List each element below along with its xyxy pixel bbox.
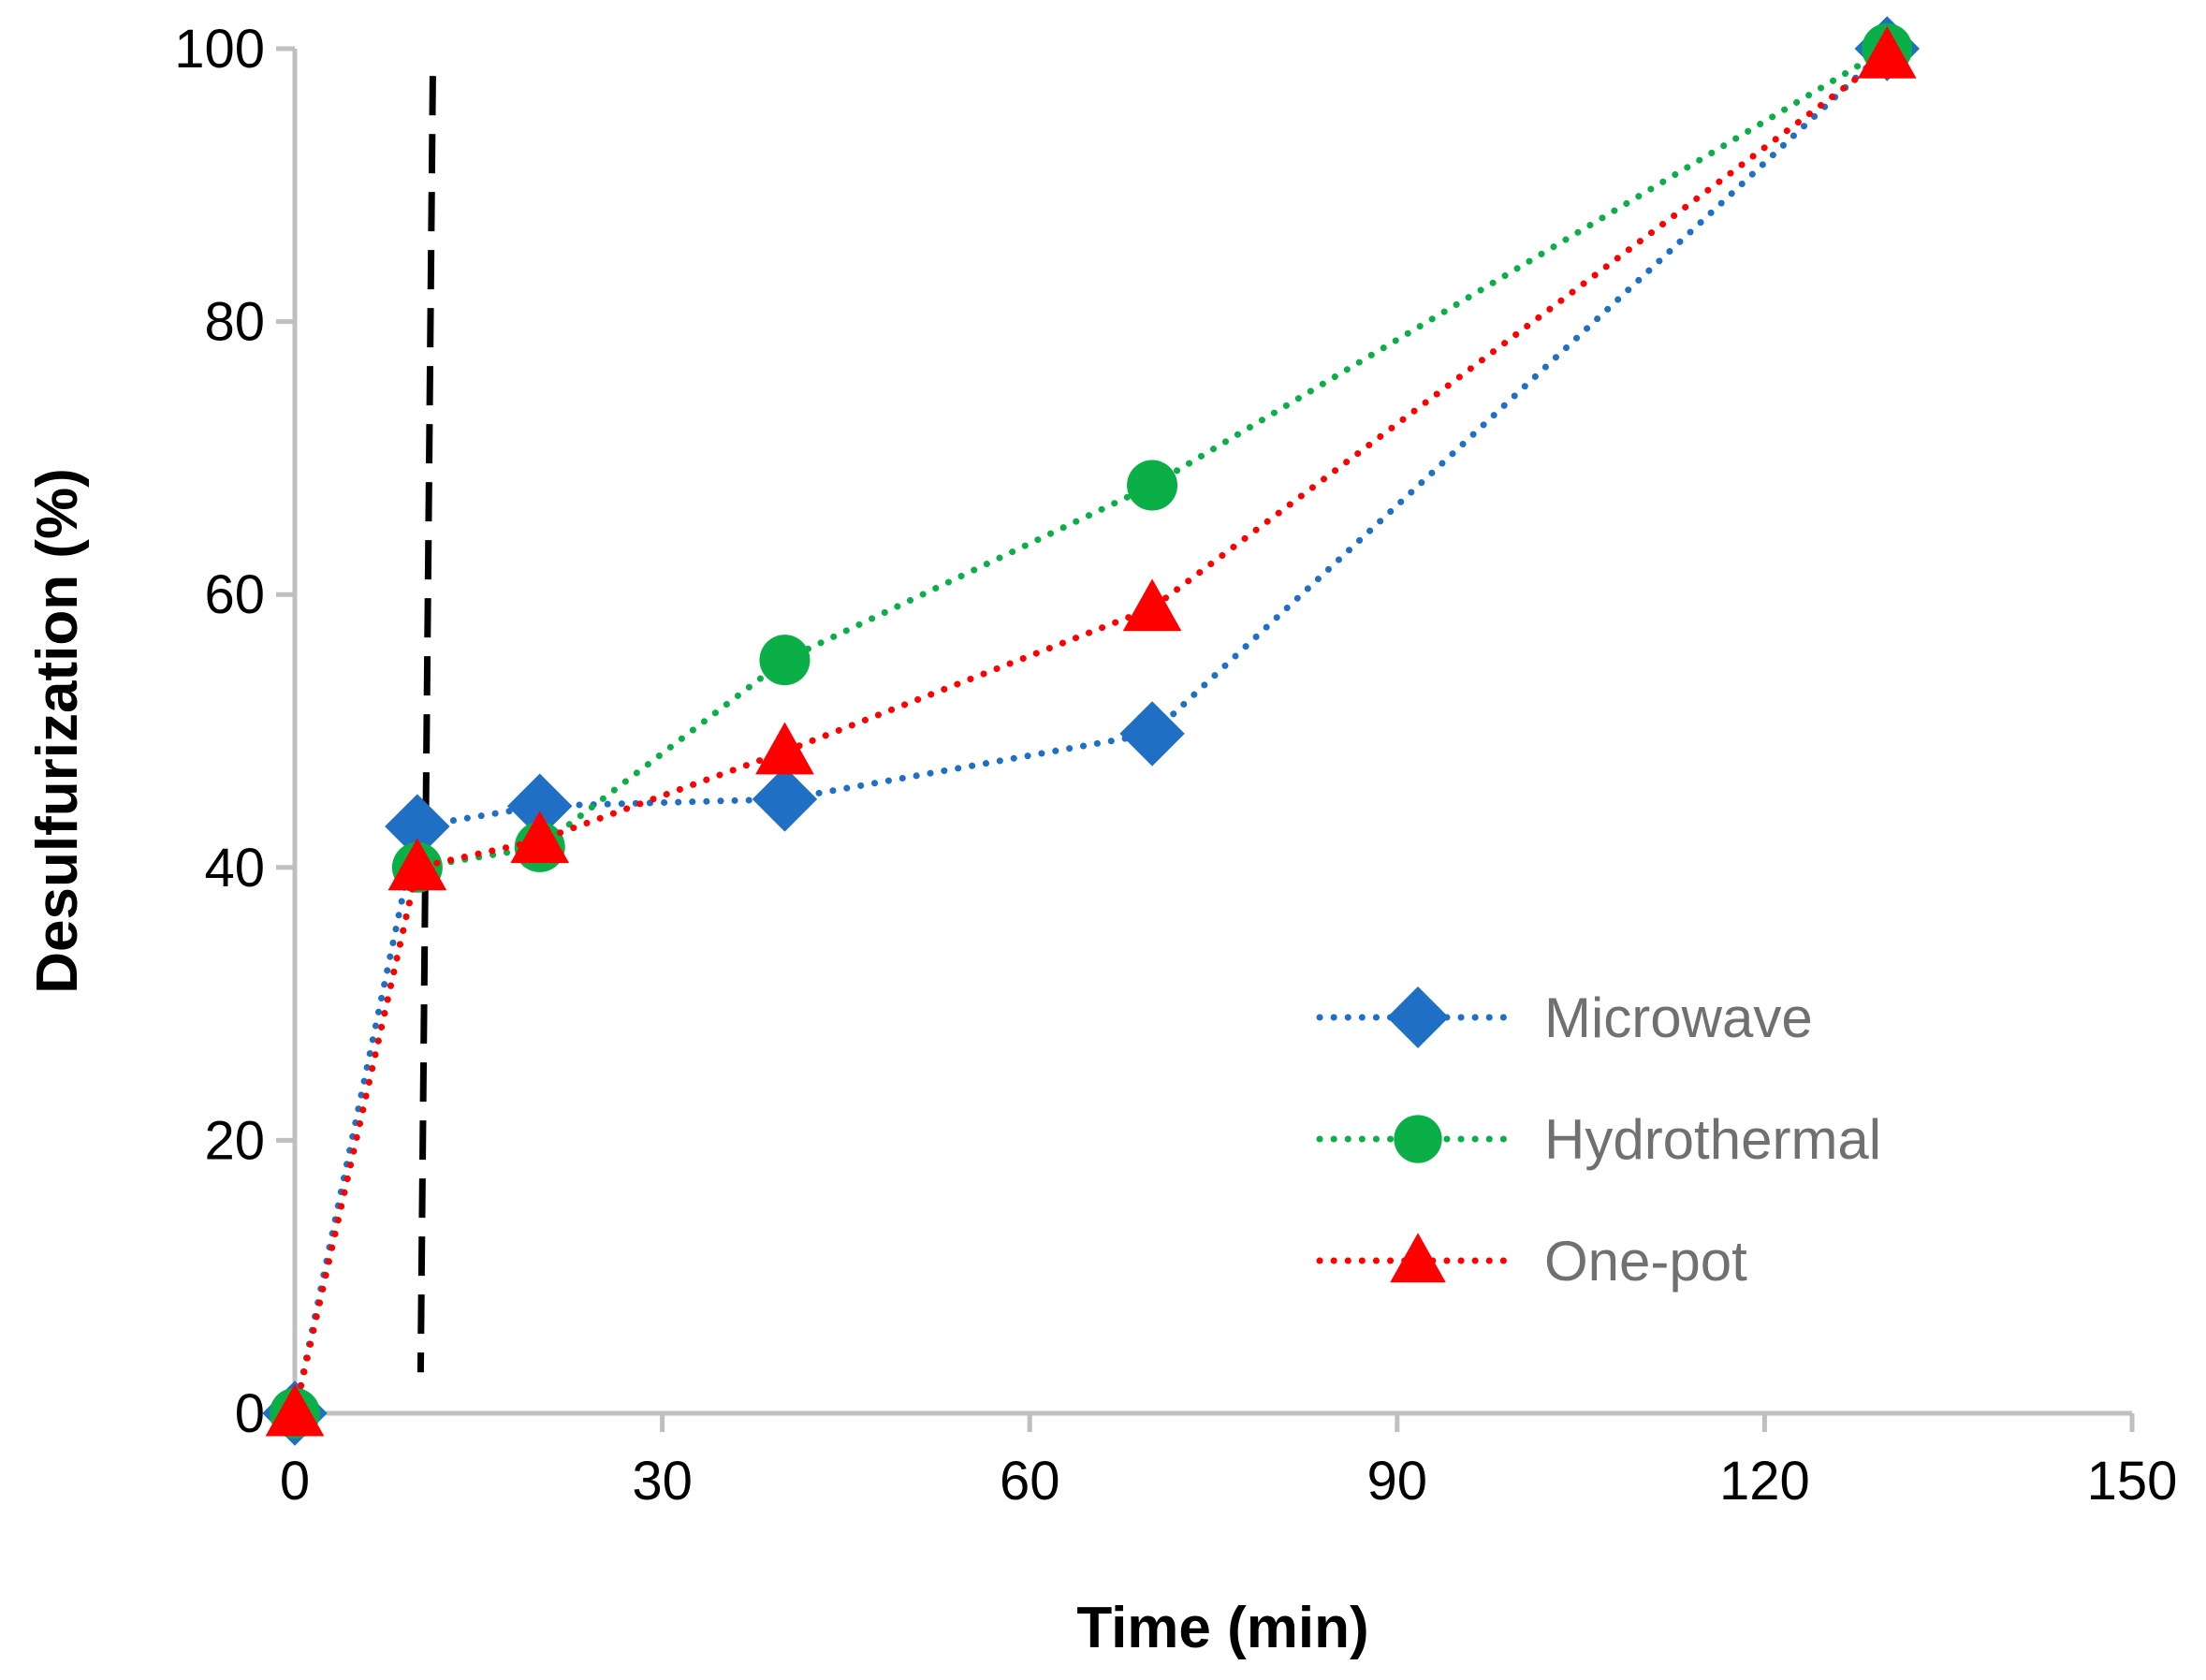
y-tick-label: 20 <box>204 1110 265 1171</box>
legend: Microwave Hydrothermal One-pot <box>1316 986 1881 1293</box>
y-tick-label: 80 <box>204 292 265 353</box>
data-point-hydrothermal <box>759 635 811 686</box>
data-point-one-pot <box>265 1383 325 1437</box>
legend-item-microwave: Microwave <box>1316 986 1813 1049</box>
series-line-one-pot <box>291 51 1891 1417</box>
legend-label-microwave: Microwave <box>1544 986 1813 1049</box>
y-tick-label: 40 <box>204 838 265 898</box>
data-point-microwave <box>1119 701 1185 767</box>
data-point-microwave <box>752 767 818 832</box>
y-tick-label: 60 <box>204 564 265 625</box>
data-point-microwave <box>385 794 450 859</box>
legend-item-one-pot: One-pot <box>1316 1230 1747 1293</box>
series-line-microwave <box>291 45 1891 1417</box>
y-tick-label: 100 <box>174 19 265 80</box>
x-axis-title: Time (min) <box>1076 1596 1368 1660</box>
legend-marker-one-pot <box>1390 1233 1446 1283</box>
data-point-hydrothermal <box>1127 460 1178 511</box>
x-tick-label: 60 <box>1000 1451 1060 1512</box>
data-point-one-pot <box>1122 578 1182 632</box>
legend-label-one-pot: One-pot <box>1544 1230 1747 1293</box>
y-axis-title: Desulfurization (%) <box>25 468 90 993</box>
x-ticks: 0 30 60 90 120 150 <box>280 1413 2178 1512</box>
series-line-hydrothermal <box>291 45 1891 1417</box>
series-one-pot <box>265 25 1917 1437</box>
data-point-one-pot <box>1857 25 1917 79</box>
legend-marker-hydrothermal <box>1394 1115 1442 1163</box>
reference-dashed-line <box>416 76 436 1373</box>
data-point-one-pot <box>510 811 570 864</box>
data-point-microwave <box>507 773 573 839</box>
x-tick-label: 150 <box>2087 1451 2178 1512</box>
series-layer <box>262 16 1920 1446</box>
y-tick-label: 0 <box>235 1383 265 1444</box>
legend-item-hydrothermal: Hydrothermal <box>1316 1108 1881 1171</box>
legend-label-hydrothermal: Hydrothermal <box>1544 1108 1881 1171</box>
y-ticks: 0 20 40 60 80 100 <box>174 19 295 1444</box>
x-tick-label: 90 <box>1367 1451 1428 1512</box>
data-point-one-pot <box>755 722 814 775</box>
x-tick-label: 0 <box>280 1451 310 1512</box>
legend-marker-microwave <box>1387 986 1449 1048</box>
series-hydrothermal <box>270 23 1913 1439</box>
data-point-one-pot <box>387 838 447 891</box>
axes: 0 20 40 60 80 100 0 30 60 90 120 150 <box>174 19 2177 1512</box>
x-tick-label: 120 <box>1719 1451 1810 1512</box>
x-tick-label: 30 <box>632 1451 693 1512</box>
